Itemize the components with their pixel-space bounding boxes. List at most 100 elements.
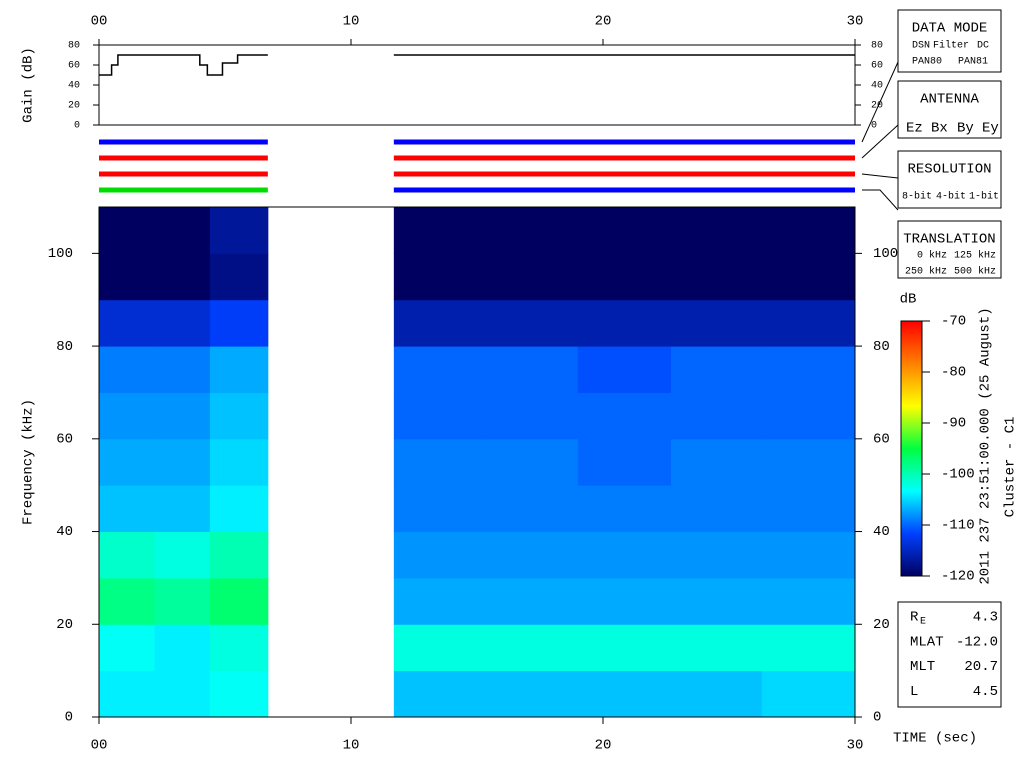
spectrogram-cell — [577, 207, 672, 254]
info-label: R — [910, 610, 919, 626]
x-tick-label: 10 — [343, 14, 360, 30]
legend-box — [897, 9, 1002, 73]
colorbar-tick-label: -110 — [941, 518, 975, 534]
frequency-axis-label: Frequency (kHz) — [21, 399, 37, 525]
colorbar — [900, 320, 923, 577]
spectrogram-cell — [487, 346, 579, 393]
spectrogram-cell — [99, 299, 155, 347]
legend-title: DATA MODE — [912, 21, 988, 37]
spectrogram-cell — [761, 438, 856, 486]
info-label: L — [910, 684, 918, 700]
info-box — [897, 601, 1002, 708]
spectrogram-cell — [487, 670, 579, 718]
spectrogram-cell — [154, 531, 211, 579]
spectrogram-cell — [154, 670, 211, 718]
spectrogram-cell — [393, 392, 488, 440]
spectrogram-cell — [154, 577, 211, 625]
y-tick-label: 100 — [48, 246, 73, 262]
spectrogram-cell — [761, 485, 856, 533]
x-tick-label: 00 — [91, 14, 108, 30]
spectrogram-cell — [99, 207, 155, 254]
spectrogram-cell — [487, 577, 579, 625]
x-tick-label: 20 — [595, 738, 612, 754]
spectrogram-cell — [209, 392, 269, 440]
legend-item: 8-bit — [902, 191, 932, 203]
legend-item: 250 kHz — [905, 266, 947, 278]
y-tick-label: 20 — [68, 101, 80, 112]
spectrogram-cell — [761, 253, 856, 301]
y-tick-label: 40 — [873, 524, 890, 540]
spectrogram-cell — [209, 531, 269, 579]
status-bar — [99, 171, 268, 177]
spectrogram-cell — [209, 207, 269, 254]
date-label: 2011 237 23:51:00.000 (25 August) — [978, 307, 994, 584]
spectrogram-cell — [209, 485, 269, 533]
spectrogram-cell — [154, 392, 211, 440]
spectrogram-cell — [761, 207, 856, 254]
legend-item: 0 kHz — [917, 250, 947, 262]
spectrogram-cell — [209, 253, 269, 301]
info-value: 20.7 — [964, 659, 998, 675]
y-tick-label: 0 — [74, 121, 80, 132]
spectrogram-cell — [154, 346, 211, 393]
legend-title: ANTENNA — [920, 92, 979, 108]
y-tick-label: 60 — [68, 61, 80, 72]
y-tick-label: 0 — [65, 710, 73, 726]
info-label: MLAT — [910, 634, 944, 650]
info-value: 4.3 — [973, 610, 998, 626]
y-tick-label: 20 — [56, 617, 73, 633]
spectrogram-cell — [99, 438, 155, 486]
colorbar-tick-label: -120 — [941, 569, 975, 585]
spectrogram-cell — [154, 207, 211, 254]
spectrogram-cell — [671, 346, 763, 393]
spectrogram-cell — [761, 670, 856, 718]
colorbar-tick-label: -70 — [941, 314, 966, 330]
spectrogram-cell — [577, 392, 672, 440]
connector — [862, 189, 899, 211]
x-tick-label: 30 — [847, 738, 864, 754]
status-bar — [99, 187, 268, 193]
spectrogram-cell — [671, 531, 763, 579]
spectrogram-cell — [99, 670, 155, 718]
legend-item: Bx — [931, 121, 948, 137]
spectrogram-cell — [671, 624, 763, 672]
y-tick-label: 60 — [873, 432, 890, 448]
y-tick-label: 80 — [68, 41, 80, 52]
status-bar — [99, 155, 268, 161]
info-label-sub: E — [920, 617, 926, 628]
legend-item: PAN81 — [958, 57, 988, 68]
spectrogram-frame — [98, 206, 856, 718]
legend-item: By — [957, 121, 974, 137]
spectrogram-cell — [99, 624, 155, 672]
y-tick-label: 20 — [871, 101, 883, 112]
legend-item: Ey — [982, 121, 999, 137]
legend-item: Ez — [906, 121, 923, 137]
colorbar-tick-label: -100 — [941, 467, 975, 483]
spectrogram-cell — [487, 253, 579, 301]
spectrogram-cell — [577, 438, 672, 486]
spectrogram-cell — [487, 299, 579, 347]
x-tick-label: 00 — [91, 738, 108, 754]
spectrogram-cell — [393, 485, 488, 533]
spectrogram-cell — [154, 253, 211, 301]
spectrogram-cell — [209, 577, 269, 625]
spectrogram-cell — [577, 670, 672, 718]
spectrogram-cell — [393, 624, 488, 672]
time-axis-label: TIME (sec) — [893, 731, 977, 747]
y-tick-label: 0 — [873, 710, 881, 726]
status-bar — [393, 155, 855, 161]
spectrogram-cell — [487, 531, 579, 579]
spectrogram-cell — [99, 485, 155, 533]
spectrogram-cell — [209, 299, 269, 347]
status-bar — [393, 187, 855, 193]
legend-title: RESOLUTION — [907, 162, 991, 178]
y-tick-label: 80 — [873, 339, 890, 355]
x-tick-label: 30 — [847, 14, 864, 30]
spectrogram-cell — [393, 577, 488, 625]
spectrogram-cell — [393, 299, 488, 347]
spectrogram-cell — [209, 670, 269, 718]
x-tick-label: 10 — [343, 738, 360, 754]
y-tick-label: 0 — [871, 121, 877, 132]
connector — [861, 61, 899, 143]
